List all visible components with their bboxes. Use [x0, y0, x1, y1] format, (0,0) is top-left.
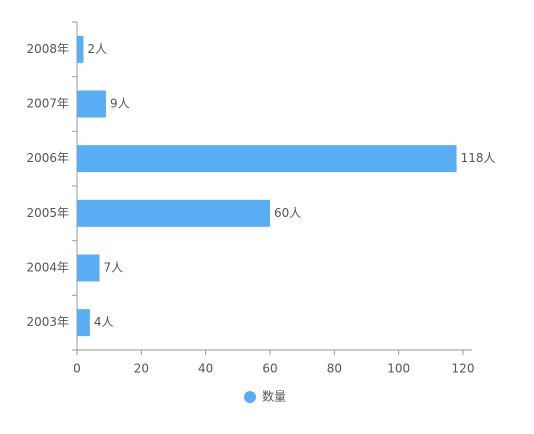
y-tick-label: 2007年	[26, 97, 69, 111]
x-tick-label: 0	[73, 362, 81, 376]
bar	[77, 90, 106, 118]
x-tick-label: 40	[198, 362, 213, 376]
y-tick-label: 2004年	[26, 261, 69, 275]
x-tick-label: 60	[262, 362, 277, 376]
x-tick-label: 20	[134, 362, 149, 376]
y-tick-label: 2006年	[26, 151, 69, 165]
x-tick-label: 80	[327, 362, 342, 376]
y-tick-label: 2008年	[26, 42, 69, 56]
legend-label: 数量	[262, 389, 286, 404]
bar	[77, 145, 457, 173]
value-label: 2人	[87, 42, 107, 56]
y-tick-label: 2005年	[26, 206, 69, 220]
bar	[77, 309, 90, 337]
value-label: 7人	[104, 261, 124, 275]
x-tick-label: 120	[452, 362, 475, 376]
y-tick-label: 2003年	[26, 315, 69, 329]
value-label: 9人	[110, 97, 130, 111]
bar	[77, 254, 100, 282]
value-label: 60人	[274, 206, 301, 220]
x-tick-label: 100	[387, 362, 410, 376]
value-label: 118人	[461, 151, 496, 165]
value-label: 4人	[94, 315, 114, 329]
bar	[77, 199, 270, 227]
legend-marker	[244, 391, 256, 403]
bar	[77, 35, 84, 63]
